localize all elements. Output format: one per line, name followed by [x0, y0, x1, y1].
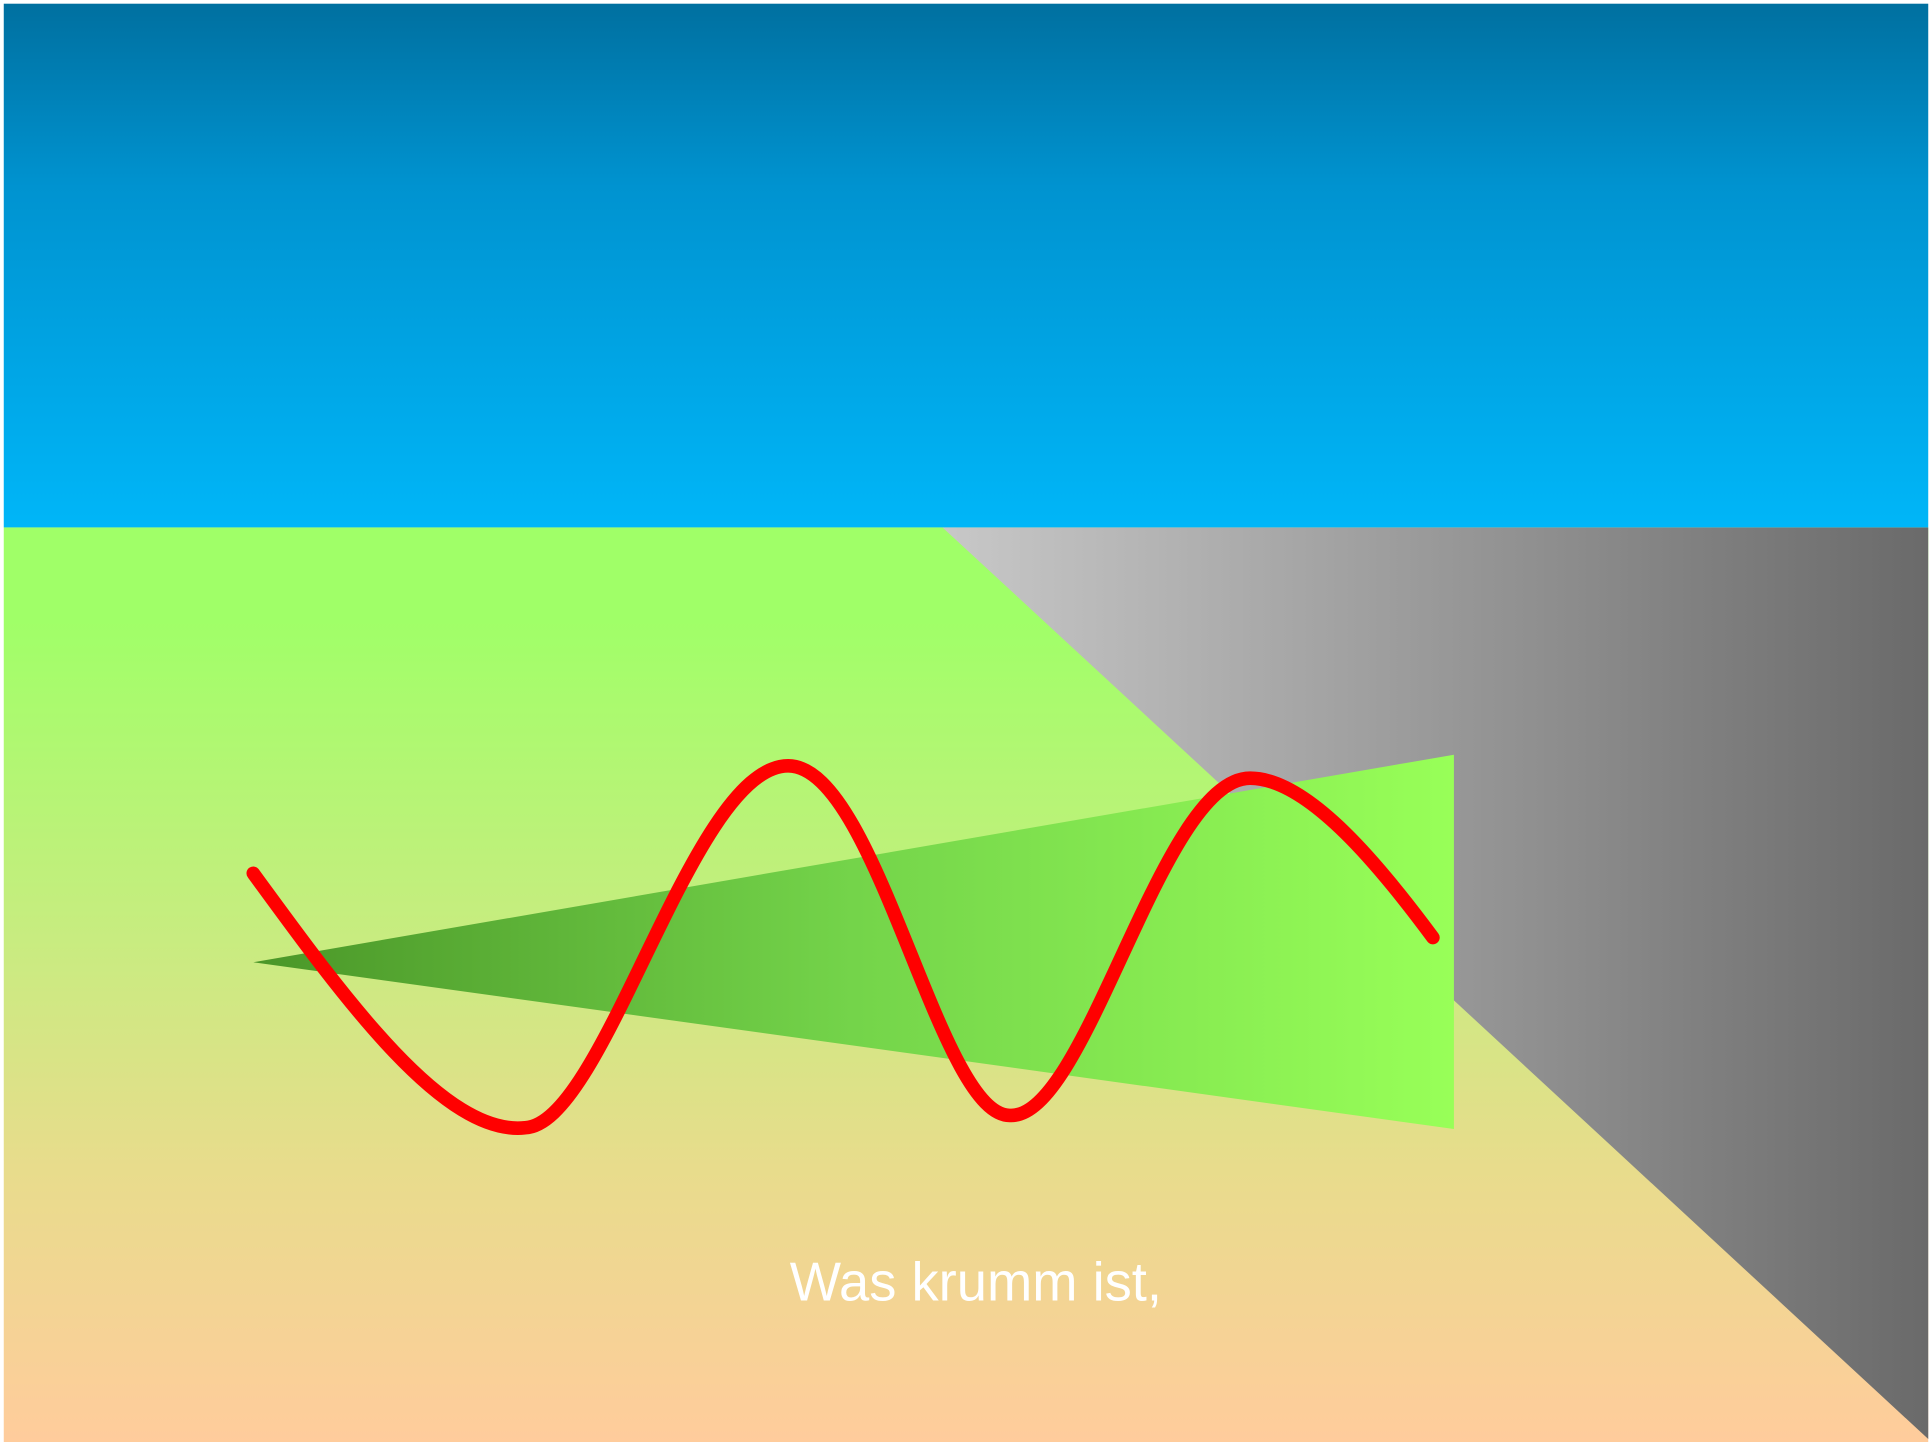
sky — [4, 4, 1928, 528]
scene: Was krumm ist, — [0, 0, 1932, 1442]
page: {"caption": "Was krumm ist,"} Was krumm … — [0, 0, 1932, 1442]
caption: Was krumm ist, — [790, 1252, 1162, 1313]
